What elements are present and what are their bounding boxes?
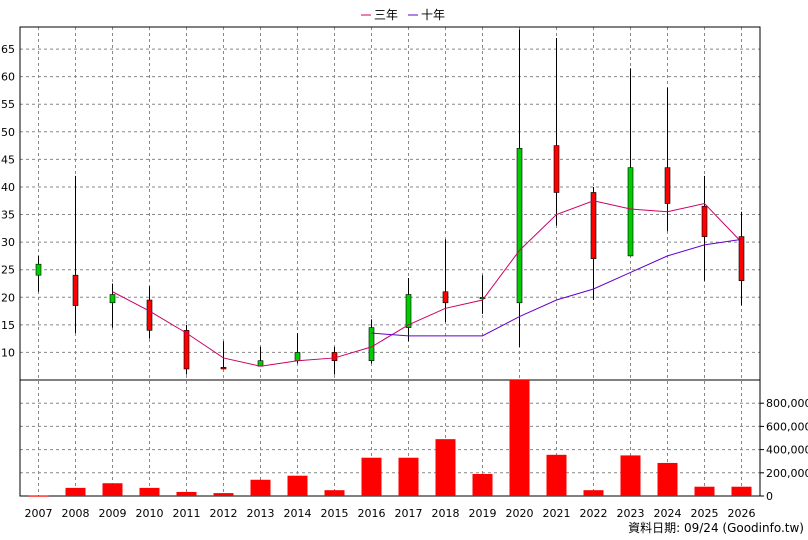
volume-bar (731, 486, 752, 496)
candle-body (738, 236, 745, 282)
volume-bar (250, 479, 271, 496)
x-tick-label: 2019 (469, 507, 497, 520)
volume-bar (472, 473, 493, 496)
x-tick-label: 2025 (691, 507, 719, 520)
volume-axis: 0 200,000 400,000 600,000 800,000 (760, 397, 808, 503)
x-tick-label: 2023 (617, 507, 645, 520)
volume-bar (694, 486, 715, 496)
legend-label-3y: 三年 (374, 8, 398, 22)
candle-body (294, 352, 301, 361)
price-tick-label: 35 (1, 209, 15, 222)
x-tick-label: 2010 (136, 507, 164, 520)
legend: 三年 十年 (361, 8, 445, 22)
price-tick-label: 60 (1, 71, 15, 84)
price-tick-label: 40 (1, 181, 15, 194)
price-tick-label: 65 (1, 43, 15, 56)
volume-plot-frame (19, 379, 761, 497)
x-tick-label: 2016 (358, 507, 386, 520)
volume-bar (102, 483, 123, 496)
volume-bar (28, 495, 49, 497)
volume-bar (509, 380, 530, 496)
price-tick-label: 10 (1, 346, 15, 359)
candle-body (72, 274, 79, 306)
x-tick-label: 2018 (432, 507, 460, 520)
volume-bar (287, 475, 308, 496)
footer-date: 資料日期: 09/24 (Goodinfo.tw) (628, 521, 804, 535)
x-tick-label: 2014 (284, 507, 312, 520)
candle-body (590, 192, 597, 259)
x-tick-label: 2015 (321, 507, 349, 520)
x-tick-label: 2012 (210, 507, 238, 520)
x-tick-label: 2022 (580, 507, 608, 520)
grid (20, 27, 760, 496)
x-tick-label: 2009 (99, 507, 127, 520)
candle-body (220, 367, 227, 370)
volume-tick-label: 200,000 (766, 467, 808, 480)
price-tick-label: 30 (1, 236, 15, 249)
volume-bar (398, 457, 419, 496)
volume-tick-label: 800,000 (766, 397, 808, 410)
price-tick-label: 50 (1, 126, 15, 139)
price-tick-label: 55 (1, 98, 15, 111)
volume-bar (546, 454, 567, 496)
volume-tick-label: 600,000 (766, 420, 808, 433)
candle-body (146, 299, 153, 331)
x-tick-label: 2013 (247, 507, 275, 520)
volume-bar (657, 462, 678, 496)
price-plot-frame (19, 26, 761, 381)
volume-bar (620, 455, 641, 496)
x-tick-label: 2024 (654, 507, 682, 520)
candle-body (442, 291, 449, 304)
volume-tick-label: 0 (766, 490, 773, 503)
candle-body (183, 330, 190, 370)
x-tick-label: 2021 (543, 507, 571, 520)
candle-body (701, 205, 708, 237)
volume-bar (361, 457, 382, 496)
volume-tick-label: 400,000 (766, 444, 808, 457)
candle-body (368, 327, 375, 361)
legend-label-10y: 十年 (421, 8, 445, 22)
candle-body (405, 294, 412, 328)
price-tick-label: 45 (1, 153, 15, 166)
candle-body (331, 352, 338, 361)
volume-bar (324, 490, 345, 496)
candle-body (553, 145, 560, 193)
candle-body (516, 148, 523, 304)
volume-bars (28, 380, 752, 497)
candle-body (664, 167, 671, 204)
x-tick-label: 2008 (62, 507, 90, 520)
x-tick-label: 2007 (25, 507, 53, 520)
x-tick-label: 2011 (173, 507, 201, 520)
price-tick-label: 20 (1, 291, 15, 304)
candle-body (35, 263, 42, 276)
price-axis: 10 15 20 25 30 35 40 45 50 55 60 65 (1, 43, 15, 359)
x-tick-label: 2017 (395, 507, 423, 520)
x-tick-label: 2026 (728, 507, 756, 520)
x-axis: 2007 2008 2009 2010 2011 2012 2013 2014 2015 2016… (25, 507, 756, 520)
x-tick-label: 2020 (506, 507, 534, 520)
volume-bar (65, 487, 86, 496)
volume-bar (583, 490, 604, 496)
candles (35, 29, 745, 375)
price-tick-label: 25 (1, 264, 15, 277)
volume-bar (213, 493, 234, 496)
volume-bar (139, 487, 160, 496)
volume-bar (435, 439, 456, 496)
volume-bar (176, 491, 197, 496)
series-line (112, 200, 742, 367)
price-tick-label: 15 (1, 319, 15, 332)
candle-body (479, 296, 486, 300)
candle-body (627, 167, 634, 257)
candle-body (109, 294, 116, 304)
series-line (371, 238, 742, 337)
moving-average-lines (112, 200, 742, 367)
